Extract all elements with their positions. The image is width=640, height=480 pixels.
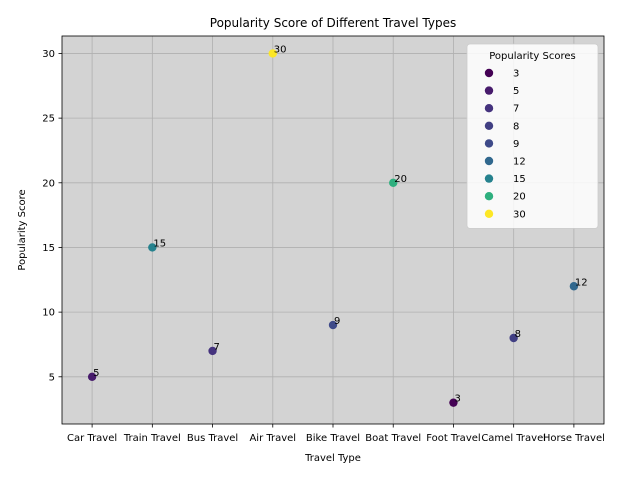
data-label: 15 xyxy=(153,238,166,249)
x-tick-label: Horse Travel xyxy=(543,433,605,444)
legend-entry: 30 xyxy=(513,209,526,220)
legend-marker xyxy=(484,68,494,78)
legend-marker xyxy=(484,156,494,166)
data-points xyxy=(87,49,579,407)
data-point xyxy=(569,282,579,291)
legend-marker xyxy=(484,192,494,201)
data-labels: 5 15 7 30 9 20 3 8 12 xyxy=(93,44,588,404)
y-tick-label: 5 xyxy=(49,372,55,383)
legend: Popularity Scores 3 5 7 8 9 12 15 20 30 xyxy=(466,43,599,229)
chart-title: Popularity Score of Different Travel Typ… xyxy=(210,16,456,30)
data-label: 12 xyxy=(575,277,588,288)
y-tick-label: 15 xyxy=(42,243,55,254)
x-tick-label: Camel Travel xyxy=(481,433,546,444)
data-label: 9 xyxy=(334,316,340,327)
data-point xyxy=(389,178,398,187)
data-label: 3 xyxy=(454,394,460,405)
legend-marker xyxy=(484,174,494,183)
legend-marker xyxy=(484,104,494,113)
y-axis-label: Popularity Score xyxy=(17,189,28,270)
y-tick-label: 25 xyxy=(42,114,55,125)
x-tick-label: Train Travel xyxy=(123,433,181,444)
data-point xyxy=(268,49,277,58)
y-tick-label: 30 xyxy=(42,49,55,60)
x-tick-label: Foot Travel xyxy=(426,433,480,444)
x-tick-label: Boat Travel xyxy=(365,433,421,444)
legend-entry: 8 xyxy=(513,121,519,132)
data-point xyxy=(208,346,217,356)
data-point xyxy=(87,372,97,381)
legend-marker xyxy=(484,121,494,130)
legend-entry: 5 xyxy=(513,86,519,97)
x-tick-label: Bike Travel xyxy=(306,433,360,444)
legend-box xyxy=(466,43,599,229)
data-label: 7 xyxy=(214,342,220,353)
x-axis-label: Travel Type xyxy=(304,453,361,464)
legend-entry: 3 xyxy=(513,69,519,80)
x-tick-label: Air Travel xyxy=(249,433,296,444)
legend-entry: 9 xyxy=(513,139,519,150)
data-point xyxy=(509,333,518,343)
y-tick-label: 20 xyxy=(42,178,55,189)
legend-entry: 7 xyxy=(513,104,519,115)
legend-entry: 12 xyxy=(513,157,526,168)
legend-title: Popularity Scores xyxy=(489,51,576,62)
data-label: 30 xyxy=(274,44,287,55)
data-point xyxy=(148,243,157,252)
axis-ticks: Car Travel Train Travel Bus Travel Air Trav… xyxy=(42,49,605,444)
data-label: 8 xyxy=(515,329,521,340)
data-label: 20 xyxy=(394,174,407,185)
data-point xyxy=(449,398,458,407)
y-tick-label: 10 xyxy=(42,308,55,319)
gridlines xyxy=(62,36,604,424)
x-tick-label: Car Travel xyxy=(67,433,117,444)
legend-marker xyxy=(484,86,494,95)
data-label: 5 xyxy=(93,368,99,379)
legend-entry: 15 xyxy=(513,174,526,185)
data-point xyxy=(328,320,338,330)
legend-marker xyxy=(484,209,494,218)
legend-marker xyxy=(484,139,494,148)
x-tick-label: Bus Travel xyxy=(187,433,238,444)
legend-entry: 20 xyxy=(513,192,526,203)
